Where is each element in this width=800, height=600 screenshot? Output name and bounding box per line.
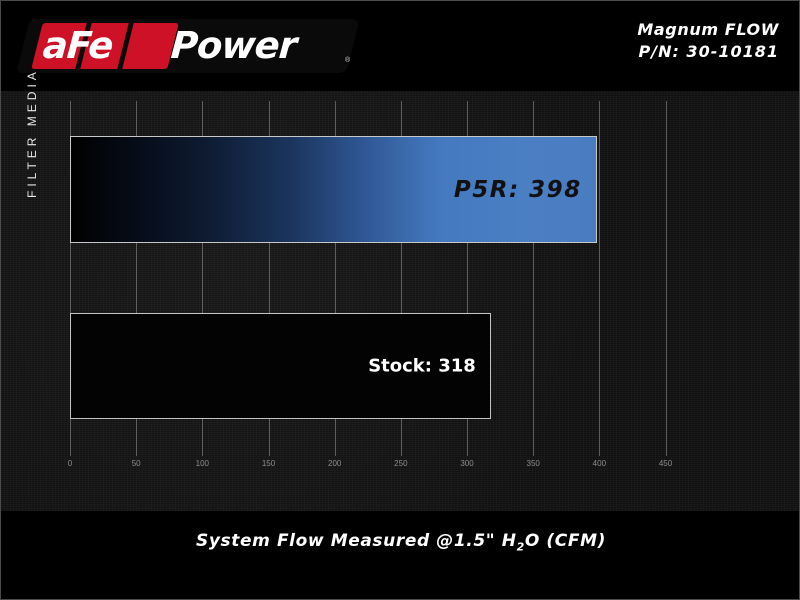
plot-area — [70, 101, 692, 456]
x-tick-label: 450 — [658, 459, 673, 468]
grid-line — [467, 101, 469, 456]
grid-line — [334, 101, 336, 456]
x-tick-label: 200 — [327, 459, 342, 468]
bar-psr: P5R: 398 — [70, 136, 597, 243]
y-axis-label: FILTER MEDIA — [25, 68, 39, 198]
product-name: Magnum FLOW — [637, 20, 779, 39]
x-tick-label: 350 — [526, 459, 540, 468]
grid-line — [400, 101, 402, 456]
bar-label-stock: Stock: 318 — [368, 355, 476, 377]
caption-suffix: O (CFM) — [524, 531, 606, 551]
header-bar: aFe Power ® Magnum FLOW P/N: 30-10181 — [1, 1, 799, 91]
x-axis-caption: System Flow Measured @1.5" H2O (CFM) — [1, 531, 799, 554]
x-tick-label: 50 — [131, 459, 141, 468]
grid-line — [599, 101, 601, 456]
grid-line — [70, 101, 71, 456]
grid-line — [665, 101, 667, 456]
registered-trademark-icon: ® — [345, 57, 351, 64]
grid-line — [533, 101, 535, 456]
grid-line — [136, 101, 138, 456]
logo-text-power: Power — [169, 24, 298, 67]
x-tick-label: 150 — [261, 459, 276, 468]
x-tick-label: 250 — [394, 459, 408, 468]
caption-subscript: 2 — [516, 540, 525, 554]
logo-text-afe: aFe — [41, 24, 115, 67]
x-tick-label: 0 — [67, 459, 73, 468]
grid-line — [202, 101, 204, 456]
x-tick-label: 100 — [195, 459, 210, 468]
bar-stock: Stock: 318 — [70, 313, 491, 419]
afe-power-logo: aFe Power ® — [16, 19, 360, 75]
caption-prefix: System Flow Measured @1.5" H — [196, 531, 517, 551]
grid-line — [268, 101, 270, 456]
bar-label-psr: P5R: 398 — [453, 176, 582, 203]
x-tick-label: 300 — [460, 459, 474, 468]
product-info: Magnum FLOW P/N: 30-10181 — [637, 19, 779, 63]
part-number: P/N: 30-10181 — [638, 42, 779, 61]
x-tick-label: 400 — [592, 459, 607, 468]
